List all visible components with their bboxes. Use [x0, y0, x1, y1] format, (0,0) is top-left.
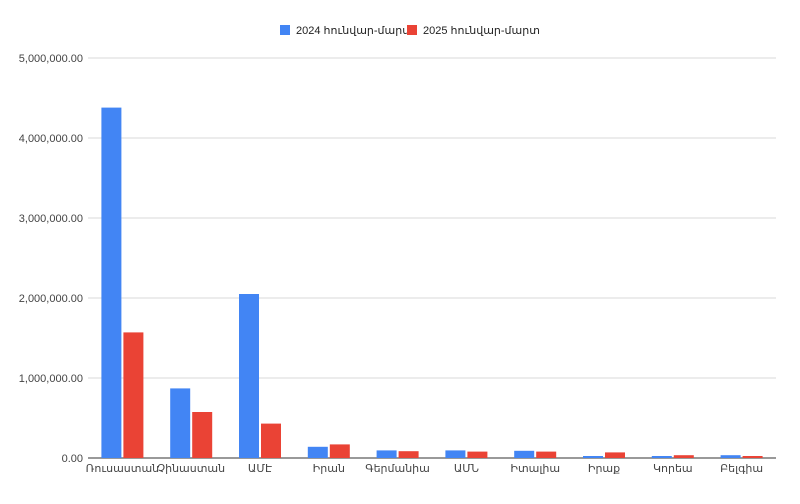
- bar-1-3: [239, 294, 259, 458]
- legend-label: 2025 հունվար-մարտ: [423, 25, 540, 37]
- bar-2-6: [467, 451, 488, 458]
- bar-2-1: [123, 332, 144, 458]
- bar-1-6: [445, 450, 466, 458]
- legend-swatch: [280, 25, 290, 35]
- bar-2-2: [192, 412, 213, 458]
- x-tick-label: ԱՄՆ: [454, 463, 479, 475]
- y-tick-label: 3,000,000.00: [19, 213, 83, 225]
- bar-1-5: [376, 450, 397, 458]
- legend: 2024 հունվար-մարտ 2025 հունվար-մարտ: [280, 25, 540, 37]
- bar-1-9: [651, 456, 672, 458]
- legend-swatch: [407, 25, 417, 35]
- bar-1-8: [583, 456, 603, 458]
- bar-1-1: [101, 107, 122, 458]
- bar-2-4: [329, 444, 350, 458]
- x-tick-label: Բելգիա: [720, 463, 763, 475]
- x-tick-label: Գերմանիա: [365, 463, 430, 475]
- x-tick-label: ԱՄԷ: [248, 463, 272, 475]
- x-tick-label: Ռուսաստան: [86, 463, 160, 475]
- bar-2-10: [742, 456, 763, 458]
- bar-1-10: [720, 455, 741, 458]
- x-tick-label: Իտալիա: [510, 463, 560, 475]
- bar-1-4: [307, 446, 328, 458]
- legend-label: 2024 հունվար-մարտ: [296, 25, 413, 37]
- x-tick-label: Չինաստան: [157, 463, 225, 475]
- bar-2-7: [536, 451, 557, 458]
- y-tick-label: 1,000,000.00: [19, 373, 83, 385]
- x-tick-label: Իրան: [313, 463, 345, 475]
- y-axis-tick-labels: 0.00 1,000,000.00 2,000,000.00 3,000,000.00…: [19, 53, 83, 465]
- bar-2-5: [398, 451, 419, 458]
- y-tick-label: 0.00: [62, 453, 83, 465]
- x-tick-label: Իրաք: [588, 463, 620, 475]
- y-tick-label: 2,000,000.00: [19, 293, 83, 305]
- bar-2-8: [605, 452, 625, 458]
- y-tick-label: 4,000,000.00: [19, 133, 83, 145]
- y-tick-label: 5,000,000.00: [19, 53, 83, 65]
- bar-2-3: [261, 423, 281, 458]
- bar-1-2: [170, 388, 191, 458]
- bar-1-7: [514, 450, 535, 458]
- x-tick-label: Կորեա: [653, 463, 693, 475]
- gridlines: [88, 57, 776, 459]
- bar-2-9: [673, 455, 694, 458]
- bars: [101, 107, 763, 458]
